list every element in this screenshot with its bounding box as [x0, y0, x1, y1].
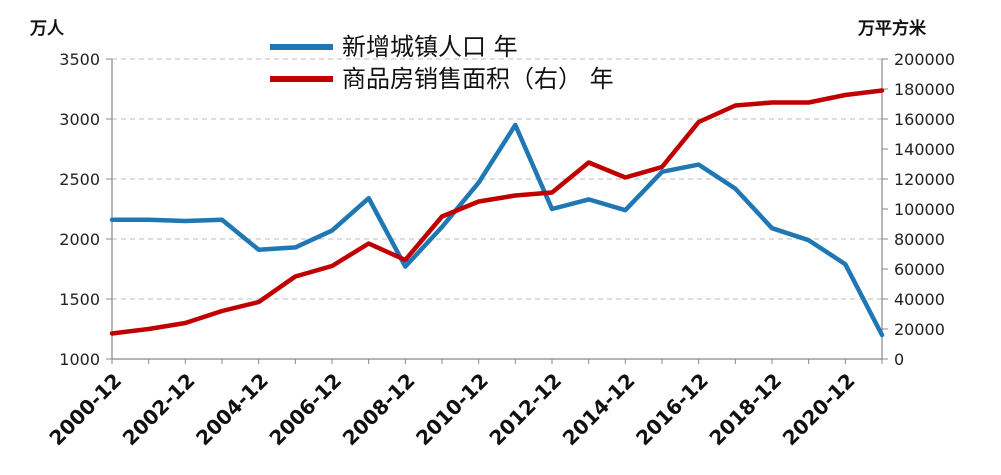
series-line-housing-sales	[109, 88, 885, 336]
left-axis-tick-label: 1500	[59, 290, 100, 309]
right-axis-tick-label: 120000	[894, 170, 955, 189]
legend-label-population: 新增城镇人口 年	[342, 33, 518, 61]
axes	[106, 58, 888, 364]
left-axis-tick-labels: 3500 3000 2500 2000 1500 1000	[59, 50, 100, 369]
right-axis-tick-label: 60000	[894, 260, 945, 279]
left-axis-tick-label: 1000	[59, 350, 100, 369]
right-axis-tick-label: 100000	[894, 200, 955, 219]
legend: 新增城镇人口 年 商品房销售面积（右） 年	[270, 33, 614, 93]
right-axis-tick-label: 40000	[894, 290, 945, 309]
right-axis-tick-label: 160000	[894, 110, 955, 129]
right-axis-tick-label: 0	[894, 350, 904, 369]
right-axis-tick-label: 200000	[894, 50, 955, 69]
left-axis-tick-label: 3000	[59, 110, 100, 129]
right-axis-tick-label: 140000	[894, 140, 955, 159]
left-axis-tick-label: 2000	[59, 230, 100, 249]
legend-label-housing-sales: 商品房销售面积（右） 年	[342, 65, 614, 93]
right-axis-tick-labels: 2000001800001600001400001200001000008000…	[894, 50, 955, 369]
right-axis-unit: 万平方米	[857, 18, 927, 39]
series-line-population	[109, 122, 885, 338]
left-axis-unit: 万人	[29, 19, 65, 39]
left-axis-tick-label: 3500	[59, 50, 100, 69]
series-lines	[109, 88, 885, 338]
right-axis-tick-label: 20000	[894, 320, 945, 339]
grid	[112, 58, 882, 300]
right-axis-tick-label: 180000	[894, 80, 955, 99]
left-axis-tick-label: 2500	[59, 170, 100, 189]
right-axis-tick-label: 80000	[894, 230, 945, 249]
